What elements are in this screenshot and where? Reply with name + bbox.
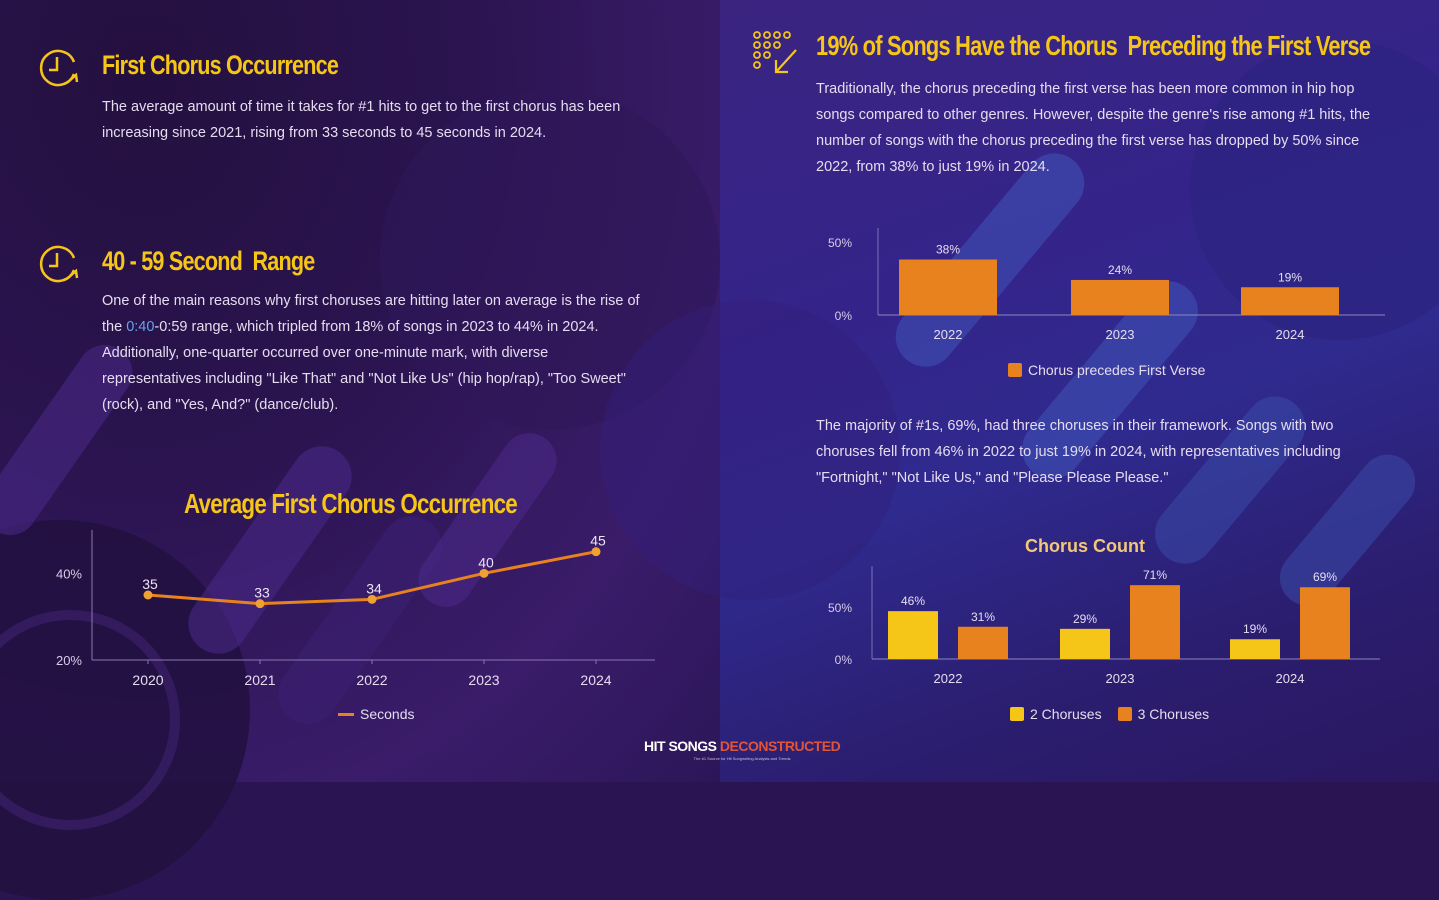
data-point — [367, 594, 377, 604]
legend-line-swatch — [338, 712, 354, 716]
brand-name: HIT SONGS DECONSTRUCTED — [644, 738, 841, 754]
section-body-chorus-count: The majority of #1s, 69%, had three chor… — [816, 418, 1341, 486]
data-label: 38% — [936, 243, 960, 257]
bar — [899, 259, 997, 315]
bar-three-choruses — [1130, 585, 1180, 659]
x-tick-label: 2024 — [1276, 327, 1305, 342]
vinyl-record-decoration — [380, 90, 720, 430]
x-tick-label: 2021 — [244, 672, 275, 688]
x-tick-label: 2022 — [934, 327, 963, 342]
brand-part2: DECONSTRUCTED — [719, 738, 841, 754]
y-tick-label: 0% — [835, 653, 853, 667]
bar — [1241, 287, 1339, 315]
section-heading-chorus-preceding: 19% of Songs Have the Chorus Preceding t… — [816, 30, 1371, 61]
section-heading-first-chorus: First Chorus Occurrence — [102, 50, 339, 80]
x-tick-label: 2023 — [1106, 671, 1135, 686]
data-label: 45 — [590, 533, 606, 549]
data-label: 35 — [142, 576, 158, 592]
bar-two-choruses — [1060, 628, 1110, 659]
legend-swatch-orange — [1008, 363, 1022, 377]
data-label: 69% — [1313, 570, 1337, 584]
bar-chart-chorus-count: 0% 50% 46% 31% 2022 29% 71% 2023 19% 69% 2024 — [828, 566, 1380, 686]
section-body-chorus-preceding: Traditionally, the chorus preceding the … — [816, 81, 1371, 175]
legend-swatch-yellow — [1010, 707, 1024, 721]
legend-label: Chorus precedes First Verse — [1028, 362, 1206, 378]
data-label: 19% — [1278, 270, 1302, 284]
data-label: 71% — [1143, 568, 1167, 582]
legend-label: Seconds — [360, 706, 415, 722]
y-tick-label: 50% — [828, 236, 852, 250]
x-tick-label: 2022 — [356, 672, 387, 688]
body-text: -0:59 range, which tripled from 18% of s… — [102, 319, 626, 413]
x-tick-label: 2024 — [580, 672, 611, 688]
y-tick-label: 20% — [56, 653, 82, 668]
data-point — [143, 590, 153, 600]
y-tick-label: 0% — [835, 309, 853, 323]
bar-three-choruses — [958, 626, 1008, 659]
x-tick-label: 2023 — [468, 672, 499, 688]
y-tick-label: 40% — [56, 566, 82, 581]
data-point — [255, 599, 265, 609]
legend-label: 3 Choruses — [1137, 706, 1210, 722]
data-label: 46% — [901, 594, 925, 608]
line-chart: 20% 40% 2020 2021 2022 2023 2024 35 33 34 40 45 — [56, 530, 655, 688]
data-label: 34 — [366, 580, 382, 596]
section-body-first-chorus: The average amount of time it takes for … — [102, 99, 621, 141]
clock-refresh-icon — [39, 245, 79, 283]
legend-label: 2 Choruses — [1030, 706, 1102, 722]
data-point — [479, 568, 489, 578]
data-label: 40 — [478, 554, 494, 570]
x-tick-label: 2020 — [132, 672, 163, 688]
highlighted-range: 0:40 — [126, 319, 155, 335]
x-tick-label: 2024 — [1276, 671, 1305, 686]
line-chart-title: Average First Chorus Occurrence — [184, 488, 518, 519]
data-point — [591, 547, 601, 557]
data-label: 29% — [1073, 612, 1097, 626]
bar-three-choruses — [1300, 587, 1350, 659]
bar — [1071, 279, 1169, 315]
section-body-40-59-range: One of the main reasons why first chorus… — [102, 288, 642, 418]
x-tick-label: 2022 — [934, 671, 963, 686]
bar-chart-2-legend: 2 Choruses 3 Choruses — [1010, 706, 1209, 722]
dot-grid-arrow-icon — [753, 31, 797, 74]
x-tick-label: 2023 — [1106, 327, 1135, 342]
bar-chart-2-title: Chorus Count — [1025, 536, 1145, 556]
brand-part1: HIT SONGS — [644, 738, 717, 754]
clock-refresh-icon — [39, 49, 79, 87]
bar-chart-chorus-precedes: 0% 50% 38% 2022 24% 2023 19% 2024 — [828, 228, 1385, 342]
legend-swatch-orange — [1117, 707, 1132, 721]
data-label: 24% — [1108, 263, 1132, 277]
y-tick-label: 50% — [828, 601, 852, 615]
bar-two-choruses — [888, 611, 938, 659]
data-label: 33 — [254, 585, 270, 601]
line-chart-legend: Seconds — [338, 706, 414, 722]
section-heading-40-59-range: 40 - 59 Second Range — [102, 246, 315, 276]
bar-two-choruses — [1230, 639, 1280, 659]
brand-tagline: The #1 Source for Hit Songwriting Analys… — [693, 756, 791, 761]
data-label: 31% — [971, 610, 995, 624]
vinyl-record-decoration — [600, 300, 900, 600]
body-text: One of the main reasons why first chorus… — [102, 293, 640, 335]
bar-chart-1-legend: Chorus precedes First Verse — [1008, 362, 1205, 378]
data-label: 19% — [1243, 622, 1267, 636]
brand-logo: HIT SONGS DECONSTRUCTED The #1 Source fo… — [644, 738, 841, 761]
